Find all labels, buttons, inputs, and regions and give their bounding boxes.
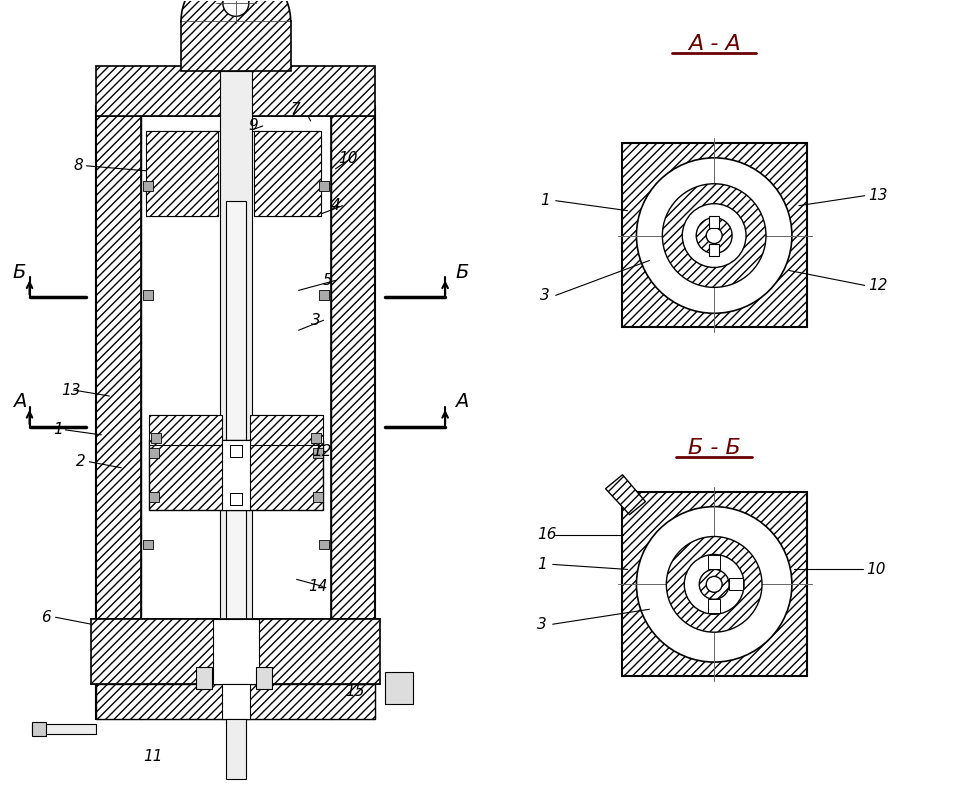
Text: 16: 16 [537, 527, 556, 542]
Text: 5: 5 [322, 273, 333, 288]
Text: 12: 12 [869, 278, 888, 293]
Text: 4: 4 [331, 198, 340, 213]
Bar [709, 215, 719, 227]
Bar [222, 440, 250, 510]
Circle shape [223, 0, 249, 16]
Text: 6: 6 [41, 610, 52, 625]
Text: 8: 8 [74, 158, 83, 173]
Bar [229, 492, 242, 504]
Bar [32, 724, 97, 734]
Polygon shape [181, 0, 291, 22]
Text: 3: 3 [540, 288, 550, 303]
Bar [229, 492, 242, 504]
Bar [226, 719, 246, 779]
Text: 14: 14 [309, 579, 328, 594]
Bar [229, 444, 242, 456]
Circle shape [684, 555, 744, 614]
Bar [313, 492, 322, 502]
Bar [229, 444, 242, 456]
Bar [729, 579, 743, 591]
Text: 1: 1 [54, 422, 63, 437]
Text: Б: Б [13, 263, 26, 282]
Bar [709, 243, 719, 255]
Text: 13: 13 [869, 188, 888, 203]
Bar [181, 22, 291, 71]
Bar [143, 181, 153, 191]
Bar [143, 290, 153, 300]
Text: 11: 11 [143, 749, 163, 764]
Bar [311, 433, 320, 443]
Bar [146, 131, 218, 215]
Bar [151, 433, 162, 443]
Bar [313, 448, 322, 458]
Bar [220, 66, 251, 116]
Text: 1: 1 [537, 557, 547, 572]
Circle shape [706, 576, 722, 592]
Bar [622, 492, 807, 676]
Text: 7: 7 [291, 101, 300, 117]
Bar [708, 599, 720, 613]
Bar [253, 131, 320, 215]
Text: 3: 3 [537, 617, 547, 632]
Polygon shape [605, 475, 645, 515]
Text: А: А [13, 393, 26, 412]
Bar [149, 440, 322, 510]
Bar [32, 722, 46, 736]
Bar [196, 667, 212, 689]
Bar [213, 619, 259, 684]
Text: Б: Б [455, 263, 468, 282]
Bar [97, 684, 376, 719]
Bar [220, 71, 251, 689]
Bar [331, 106, 376, 719]
Text: 2: 2 [76, 454, 86, 469]
Text: 3: 3 [311, 313, 320, 328]
Text: 10: 10 [338, 152, 358, 166]
Bar [250, 415, 322, 444]
Text: 1: 1 [540, 193, 550, 208]
Bar [149, 448, 159, 458]
Bar [222, 684, 250, 719]
Bar [97, 66, 376, 116]
Bar [149, 415, 222, 444]
Text: 15: 15 [345, 685, 365, 700]
Circle shape [663, 184, 766, 287]
Bar [149, 492, 159, 502]
Bar [97, 106, 141, 719]
Bar [92, 619, 380, 684]
Bar [143, 539, 153, 550]
Text: 10: 10 [867, 562, 886, 577]
Bar [318, 539, 329, 550]
Text: 12: 12 [313, 444, 332, 460]
Circle shape [706, 227, 722, 243]
Circle shape [699, 570, 729, 599]
Text: А - А: А - А [687, 34, 741, 54]
Text: 9: 9 [249, 118, 258, 133]
Bar [385, 672, 413, 704]
Circle shape [666, 536, 762, 632]
Bar [622, 143, 807, 327]
Text: А: А [455, 393, 468, 412]
Circle shape [637, 507, 792, 662]
Bar [708, 555, 720, 570]
Bar [256, 667, 272, 689]
Text: Б - Б: Б - Б [687, 438, 741, 458]
Bar [318, 181, 329, 191]
Bar [226, 200, 246, 619]
Text: 13: 13 [61, 382, 81, 397]
Circle shape [637, 158, 792, 314]
Bar [318, 290, 329, 300]
Circle shape [683, 203, 746, 267]
Circle shape [696, 218, 732, 254]
